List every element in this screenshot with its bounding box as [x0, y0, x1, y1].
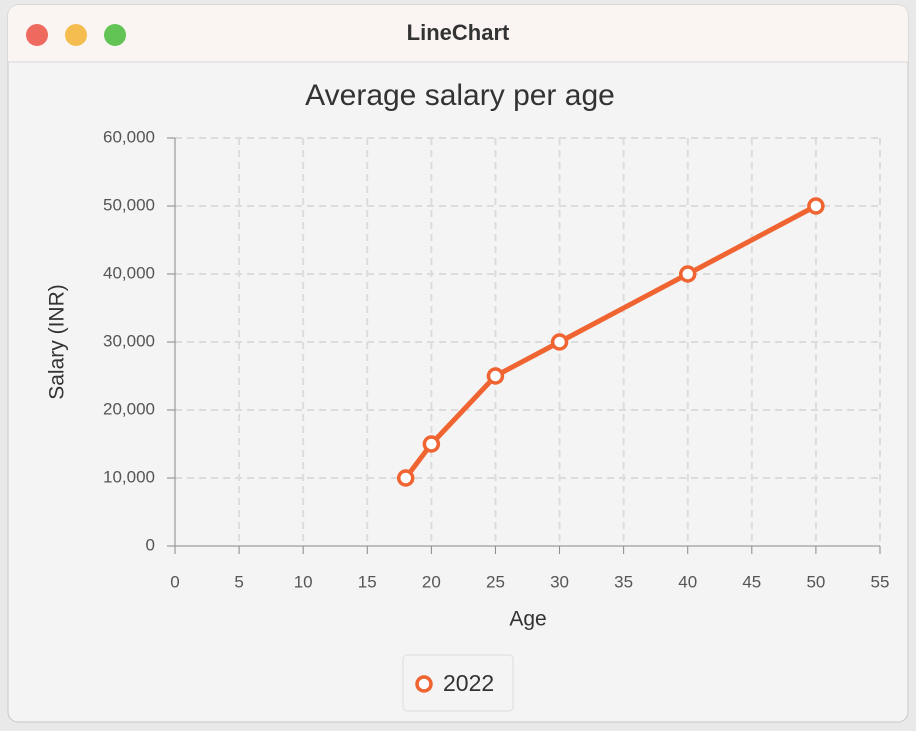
x-tick-label: 45 — [742, 572, 761, 591]
y-tick-label: 40,000 — [103, 263, 155, 282]
zoom-button[interactable] — [104, 24, 126, 46]
window-frame — [7, 4, 909, 723]
point — [422, 435, 441, 453]
y-tick-label: 0 — [146, 535, 155, 554]
x-tick-label: 10 — [294, 572, 313, 591]
legend — [402, 654, 514, 712]
x-tick-label: 5 — [234, 572, 243, 591]
x-tick-label: 35 — [614, 572, 633, 591]
x-tick-label: 40 — [678, 572, 697, 591]
point — [807, 197, 825, 215]
title-bar — [8, 5, 908, 62]
x-tick-label: 30 — [550, 572, 569, 591]
x-tick-label: 20 — [422, 572, 441, 591]
close-button[interactable] — [26, 24, 48, 46]
y-axis-label: Salary (INR) — [46, 284, 69, 400]
x-tick-label: 50 — [806, 572, 825, 591]
y-tick-label: 50,000 — [103, 195, 155, 214]
y-tick-label: 10,000 — [103, 467, 155, 486]
minimize-button[interactable] — [65, 24, 87, 46]
y-tick-label: 60,000 — [103, 127, 155, 146]
point — [396, 469, 415, 487]
legend-marker — [415, 675, 433, 693]
y-tick-label: 30,000 — [103, 331, 155, 350]
x-tick-label: 55 — [871, 572, 890, 591]
window-title: LineChart — [407, 20, 510, 45]
x-tick-label: 25 — [486, 572, 505, 591]
legend-label: 2022 — [443, 670, 494, 696]
point — [550, 333, 569, 351]
x-tick-label: 0 — [170, 572, 179, 591]
chart-title: Average salary per age — [305, 79, 615, 112]
x-tick-label: 15 — [358, 572, 377, 591]
x-axis-label: Age — [509, 608, 546, 631]
y-tick-label: 20,000 — [103, 399, 155, 418]
point — [486, 367, 505, 385]
point — [678, 265, 697, 283]
